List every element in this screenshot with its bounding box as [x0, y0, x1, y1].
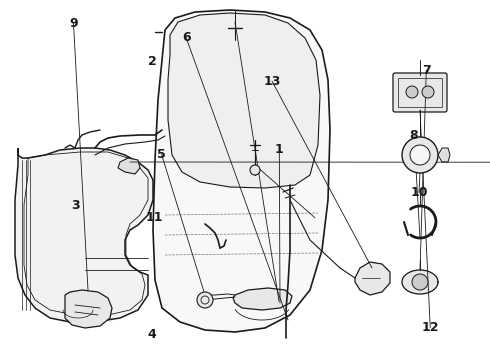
Text: 6: 6	[182, 31, 191, 44]
Polygon shape	[355, 262, 390, 295]
Bar	[78, 228, 103, 240]
Text: 8: 8	[410, 129, 418, 141]
Polygon shape	[118, 158, 140, 174]
Polygon shape	[402, 270, 438, 294]
Circle shape	[197, 292, 213, 308]
Text: 4: 4	[147, 328, 156, 341]
Polygon shape	[153, 10, 330, 332]
Text: 13: 13	[263, 75, 281, 87]
Text: 1: 1	[275, 143, 284, 156]
Polygon shape	[438, 148, 450, 162]
Circle shape	[406, 86, 418, 98]
Bar	[398, 78, 442, 107]
Polygon shape	[15, 148, 153, 322]
Text: 12: 12	[421, 321, 439, 334]
Circle shape	[410, 145, 430, 165]
Circle shape	[422, 86, 434, 98]
Bar	[55, 158, 110, 186]
FancyBboxPatch shape	[393, 73, 447, 112]
Text: 5: 5	[157, 148, 166, 161]
Bar	[58, 215, 76, 229]
Text: 7: 7	[422, 64, 431, 77]
Polygon shape	[168, 13, 320, 188]
Text: 3: 3	[72, 199, 80, 212]
Text: 9: 9	[69, 17, 78, 30]
Circle shape	[412, 274, 428, 290]
Circle shape	[402, 137, 438, 173]
Polygon shape	[233, 288, 292, 310]
Text: 2: 2	[147, 55, 156, 68]
Text: 10: 10	[410, 186, 428, 199]
Circle shape	[250, 165, 260, 175]
Polygon shape	[65, 290, 112, 328]
Text: 11: 11	[146, 211, 163, 224]
